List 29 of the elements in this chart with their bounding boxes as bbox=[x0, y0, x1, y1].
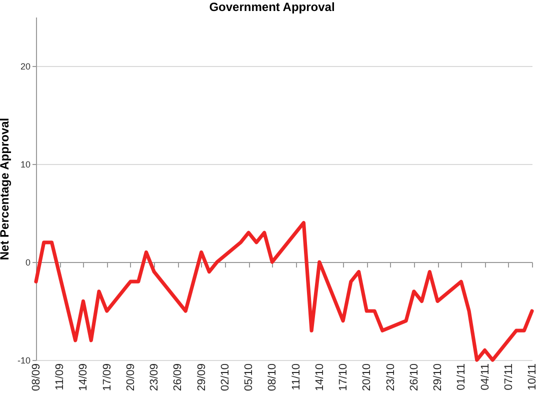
x-tick-label: 08/09 bbox=[30, 364, 42, 392]
x-tick-label: 02/10 bbox=[219, 364, 232, 392]
x-tick-label: 14/09 bbox=[78, 364, 90, 392]
x-tick-label: 11/10 bbox=[290, 364, 302, 390]
x-tick-label: 23/09 bbox=[148, 364, 161, 392]
x-tick-label: 23/10 bbox=[384, 364, 397, 392]
x-tick-label: 14/10 bbox=[314, 364, 326, 392]
line-series bbox=[34, 221, 534, 362]
x-tick-label: 17/09 bbox=[101, 364, 114, 392]
y-tick-label: -10 bbox=[17, 356, 30, 366]
x-tick-label: 05/10 bbox=[243, 364, 256, 392]
y-tick-label: 10 bbox=[20, 160, 30, 170]
x-tick-label: 20/10 bbox=[361, 364, 374, 392]
x-tick-label: 29/09 bbox=[196, 364, 208, 392]
y-tick-label: 0 bbox=[25, 258, 30, 268]
x-tick-label: 08/10 bbox=[266, 364, 279, 392]
chart-title: Government Approval bbox=[209, 0, 335, 14]
x-tick-label: 04/11 bbox=[479, 364, 492, 390]
x-tick-label: 10/11 bbox=[526, 364, 538, 390]
x-tick-label: 26/10 bbox=[408, 364, 420, 392]
x-tick-label: 01/11 bbox=[456, 364, 468, 390]
y-axis-title: Net Percentage Approval bbox=[0, 118, 12, 260]
x-tick-label: 11/09 bbox=[54, 364, 66, 390]
x-tick-label: 17/10 bbox=[338, 364, 350, 392]
y-tick-label: 20 bbox=[20, 62, 30, 72]
x-tick-label: 26/09 bbox=[172, 364, 184, 392]
x-tick-label: 07/11 bbox=[502, 364, 515, 390]
x-tick-label: 29/10 bbox=[432, 364, 444, 392]
x-tick-label: 20/09 bbox=[124, 364, 137, 392]
